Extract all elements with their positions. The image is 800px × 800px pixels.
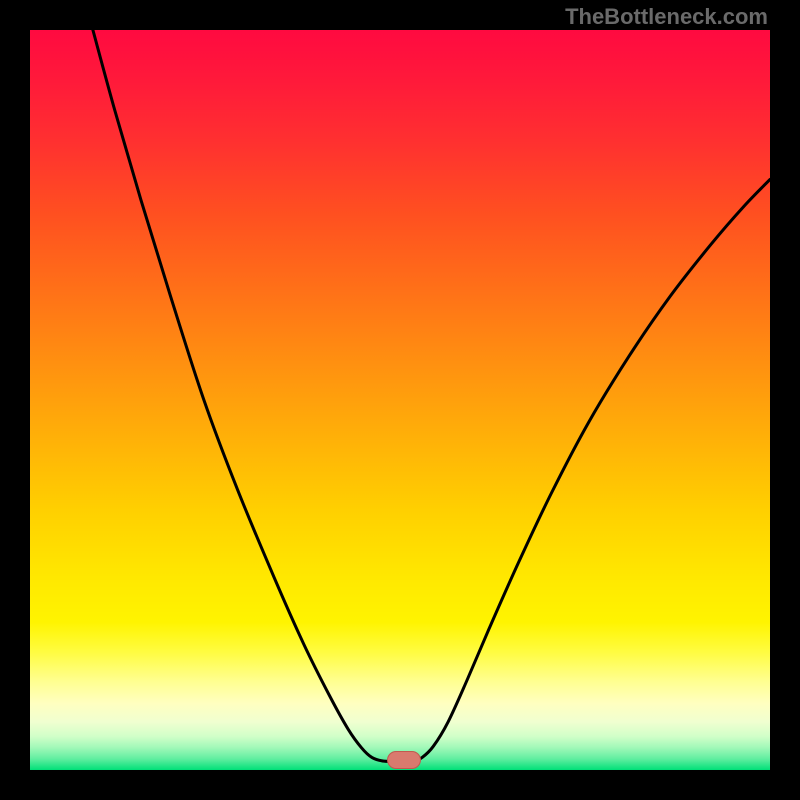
watermark-text: TheBottleneck.com <box>565 4 768 30</box>
chart-container: TheBottleneck.com <box>0 0 800 800</box>
optimal-marker <box>387 751 421 769</box>
watermark-label: TheBottleneck.com <box>565 4 768 29</box>
bottleneck-curve <box>30 30 770 770</box>
plot-area <box>30 30 770 770</box>
